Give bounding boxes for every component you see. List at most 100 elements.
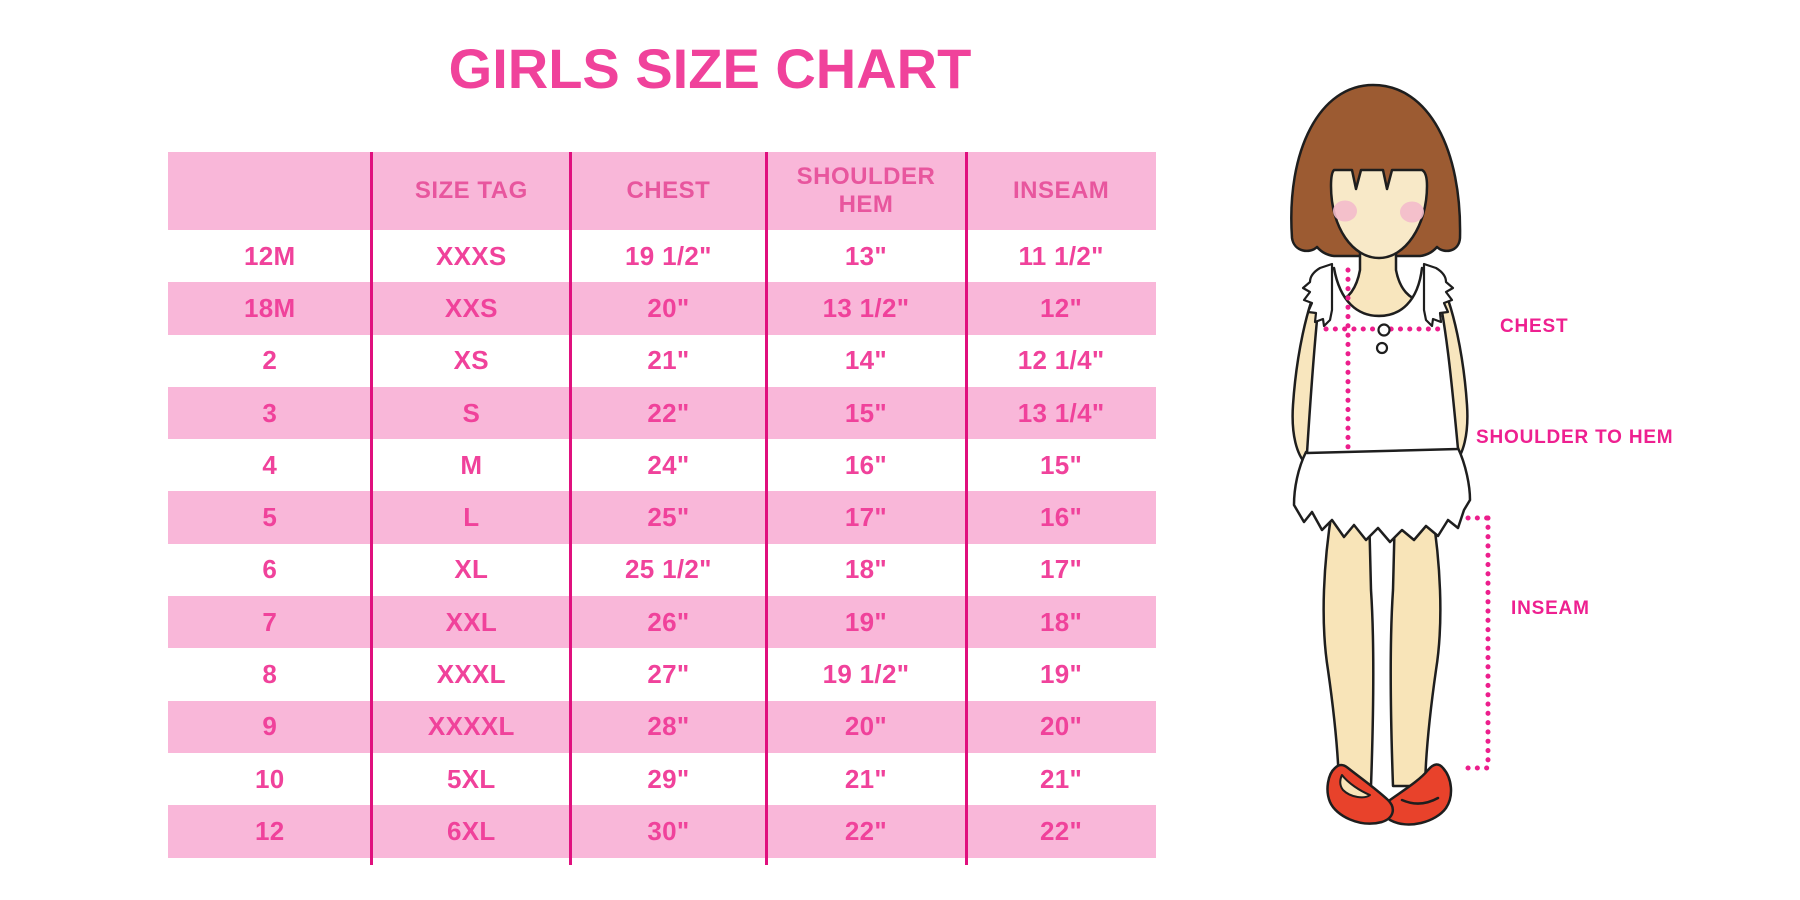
table-cell: 24"	[647, 449, 690, 480]
blush-right	[1400, 201, 1424, 223]
column-header: SHOULDER HEM	[796, 163, 936, 218]
table-cell: 16"	[844, 449, 888, 480]
top-bodice	[1305, 266, 1460, 455]
table-row: 3 S 22" 15" 13 1/4"	[168, 386, 1156, 440]
table-row: 8 XXXL 27" 19 1/2" 19"	[168, 648, 1156, 700]
shoe-right	[1382, 763, 1453, 826]
table-cell: 20"	[647, 292, 690, 323]
table-cell: 21"	[1040, 763, 1083, 794]
table-cell: 29"	[647, 763, 690, 794]
table-cell: XXXXL	[427, 711, 515, 742]
neck	[1334, 238, 1423, 318]
ruffle-right	[1422, 262, 1455, 328]
table-row: 6 XL 25 1/2" 18" 17"	[168, 544, 1156, 596]
table-cell: 14"	[844, 345, 888, 376]
table-cell: 17"	[1040, 554, 1083, 585]
table-cell: 20"	[1040, 711, 1083, 742]
table-cell: 21"	[844, 763, 888, 794]
table-cell: L	[463, 502, 480, 533]
shoulder-to-hem-label: SHOULDER TO HEM	[1476, 427, 1674, 448]
table-cell: 11 1/2"	[1018, 240, 1104, 271]
table-cell: 12M	[244, 240, 296, 271]
table-row: 9 XXXXL 28" 20" 20"	[168, 700, 1156, 753]
table-cell: 30"	[647, 815, 690, 846]
table-header-row: SIZE TAG CHEST SHOULDER HEM INSEAM	[168, 152, 1156, 230]
column-divider-line	[569, 152, 572, 865]
table-row: 5 L 25" 17" 16"	[168, 491, 1156, 544]
table-cell: M	[460, 449, 483, 480]
table-cell: 12 1/4"	[1017, 345, 1105, 376]
table-cell: 13 1/4"	[1017, 397, 1105, 428]
inseam-label: INSEAM	[1511, 598, 1590, 619]
table-cell: 18"	[1040, 606, 1083, 637]
table-cell: 15"	[844, 397, 888, 428]
table-cell: 13"	[844, 240, 888, 271]
table-cell: 22"	[844, 815, 888, 846]
table-cell: 19"	[844, 606, 888, 637]
table-cell: 12	[254, 815, 285, 846]
column-divider-line	[965, 152, 968, 865]
table-cell: 13 1/2"	[822, 292, 910, 323]
table-cell: 12"	[1040, 292, 1083, 323]
table-row: 7 XXL 26" 19" 18"	[168, 596, 1156, 649]
arm-right	[1428, 274, 1469, 468]
table-cell: 20"	[844, 711, 888, 742]
table-cell: 10	[254, 763, 285, 794]
button-bottom	[1375, 341, 1389, 355]
shoe-right-strap	[1400, 796, 1440, 805]
table-cell: 9	[262, 711, 278, 742]
table-cell: 18M	[244, 292, 296, 323]
table-cell: 5	[262, 502, 278, 533]
girl-illustration	[1290, 83, 1493, 826]
table-row: 18M XXS 20" 13 1/2" 12"	[168, 282, 1156, 335]
column-divider-line	[765, 152, 768, 865]
table-cell: 2	[262, 345, 278, 376]
column-header: SIZE TAG	[414, 177, 528, 204]
table-cell: 22"	[647, 397, 690, 428]
table-cell: 21"	[647, 345, 690, 376]
table-cell: 6	[262, 554, 278, 585]
ruffle-left	[1301, 262, 1334, 328]
table-cell: 19"	[1040, 659, 1083, 690]
table-cell: 22"	[1040, 815, 1083, 846]
blush-left	[1333, 200, 1357, 222]
skirt	[1292, 446, 1472, 544]
leg-right	[1389, 508, 1442, 788]
table-cell: 3	[262, 397, 278, 428]
chest-label: CHEST	[1500, 316, 1569, 337]
table-cell: 27"	[647, 659, 690, 690]
button-top	[1377, 323, 1391, 337]
table-row: 12 6XL 30" 22" 22"	[168, 805, 1156, 858]
face	[1329, 168, 1429, 260]
leg-left	[1322, 508, 1375, 788]
table-cell: XS	[453, 345, 489, 376]
hair	[1290, 83, 1462, 258]
table-cell: XXXS	[436, 240, 507, 271]
table-cell: XXL	[445, 606, 498, 637]
table-cell: 15"	[1040, 449, 1083, 480]
page-title: GIRLS SIZE CHART	[448, 37, 972, 100]
table-cell: 17"	[844, 502, 888, 533]
table-cell: S	[462, 397, 481, 428]
table-cell: 25 1/2"	[625, 554, 712, 585]
shoe-left-opening	[1339, 774, 1371, 799]
table-cell: 26"	[647, 606, 690, 637]
table-cell: 25"	[647, 502, 690, 533]
table-cell: 16"	[1040, 502, 1083, 533]
size-table: SIZE TAG CHEST SHOULDER HEM INSEAM 12M XXXS 1…	[168, 152, 1156, 858]
table-cell: XXXL	[436, 659, 506, 690]
column-divider-line	[370, 152, 373, 865]
table-cell: 19 1/2"	[625, 240, 712, 271]
table-cell: 4	[262, 449, 278, 480]
column-header: CHEST	[626, 177, 711, 204]
table-row: 10 5XL 29" 21" 21"	[168, 753, 1156, 805]
table-cell: 19 1/2"	[822, 659, 910, 690]
table-cell: XXS	[444, 292, 498, 323]
table-cell: XL	[454, 554, 489, 585]
column-header: INSEAM	[1012, 177, 1110, 204]
table-row: 2 XS 21" 14" 12 1/4"	[168, 335, 1156, 387]
arm-left	[1291, 274, 1332, 468]
table-cell: 18"	[844, 554, 888, 585]
table-cell: 6XL	[447, 815, 496, 846]
